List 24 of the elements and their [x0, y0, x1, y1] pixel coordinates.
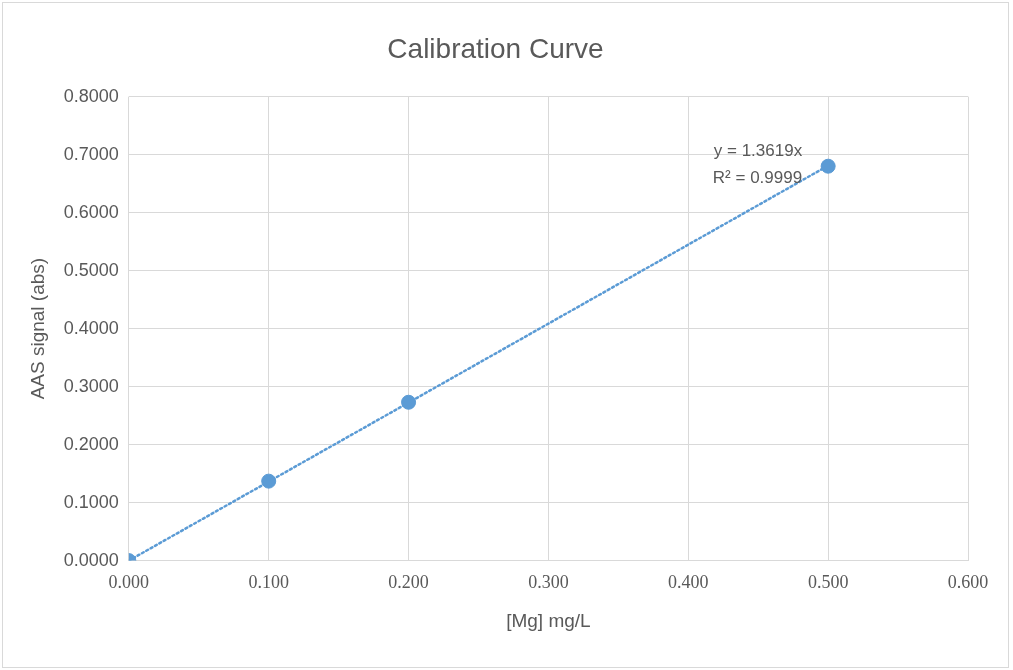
x-axis-title: [Mg] mg/L — [506, 609, 591, 631]
x-tick-label: 0.400 — [668, 572, 709, 593]
y-tick-label: 0.5000 — [63, 259, 119, 280]
x-tick-label: 0.200 — [388, 572, 429, 593]
x-tick-label: 0.000 — [108, 572, 150, 593]
x-tick-label: 0.600 — [947, 572, 989, 593]
point — [820, 158, 836, 174]
annotation: R² = 0.9999 — [712, 168, 803, 188]
y-tick-label: 0.1000 — [63, 491, 119, 512]
y-tick-label: 0.8000 — [63, 85, 119, 106]
annotation: y = 1.3619x — [713, 141, 803, 161]
chart-title: Calibration Curve — [387, 32, 604, 64]
point — [401, 394, 417, 410]
y-tick-label: 0.4000 — [63, 317, 119, 338]
y-axis-title: AAS signal (abs) — [26, 257, 48, 400]
y-tick-label: 0.0000 — [63, 549, 119, 570]
point — [261, 473, 277, 489]
x-tick-label: 0.100 — [248, 572, 289, 593]
y-tick-label: 0.3000 — [63, 375, 119, 396]
y-tick-label: 0.6000 — [63, 201, 119, 222]
y-tick-label: 0.7000 — [63, 143, 119, 164]
x-tick-label: 0.500 — [807, 572, 849, 593]
y-tick-label: 0.2000 — [63, 433, 119, 454]
x-tick-label: 0.300 — [528, 572, 569, 593]
